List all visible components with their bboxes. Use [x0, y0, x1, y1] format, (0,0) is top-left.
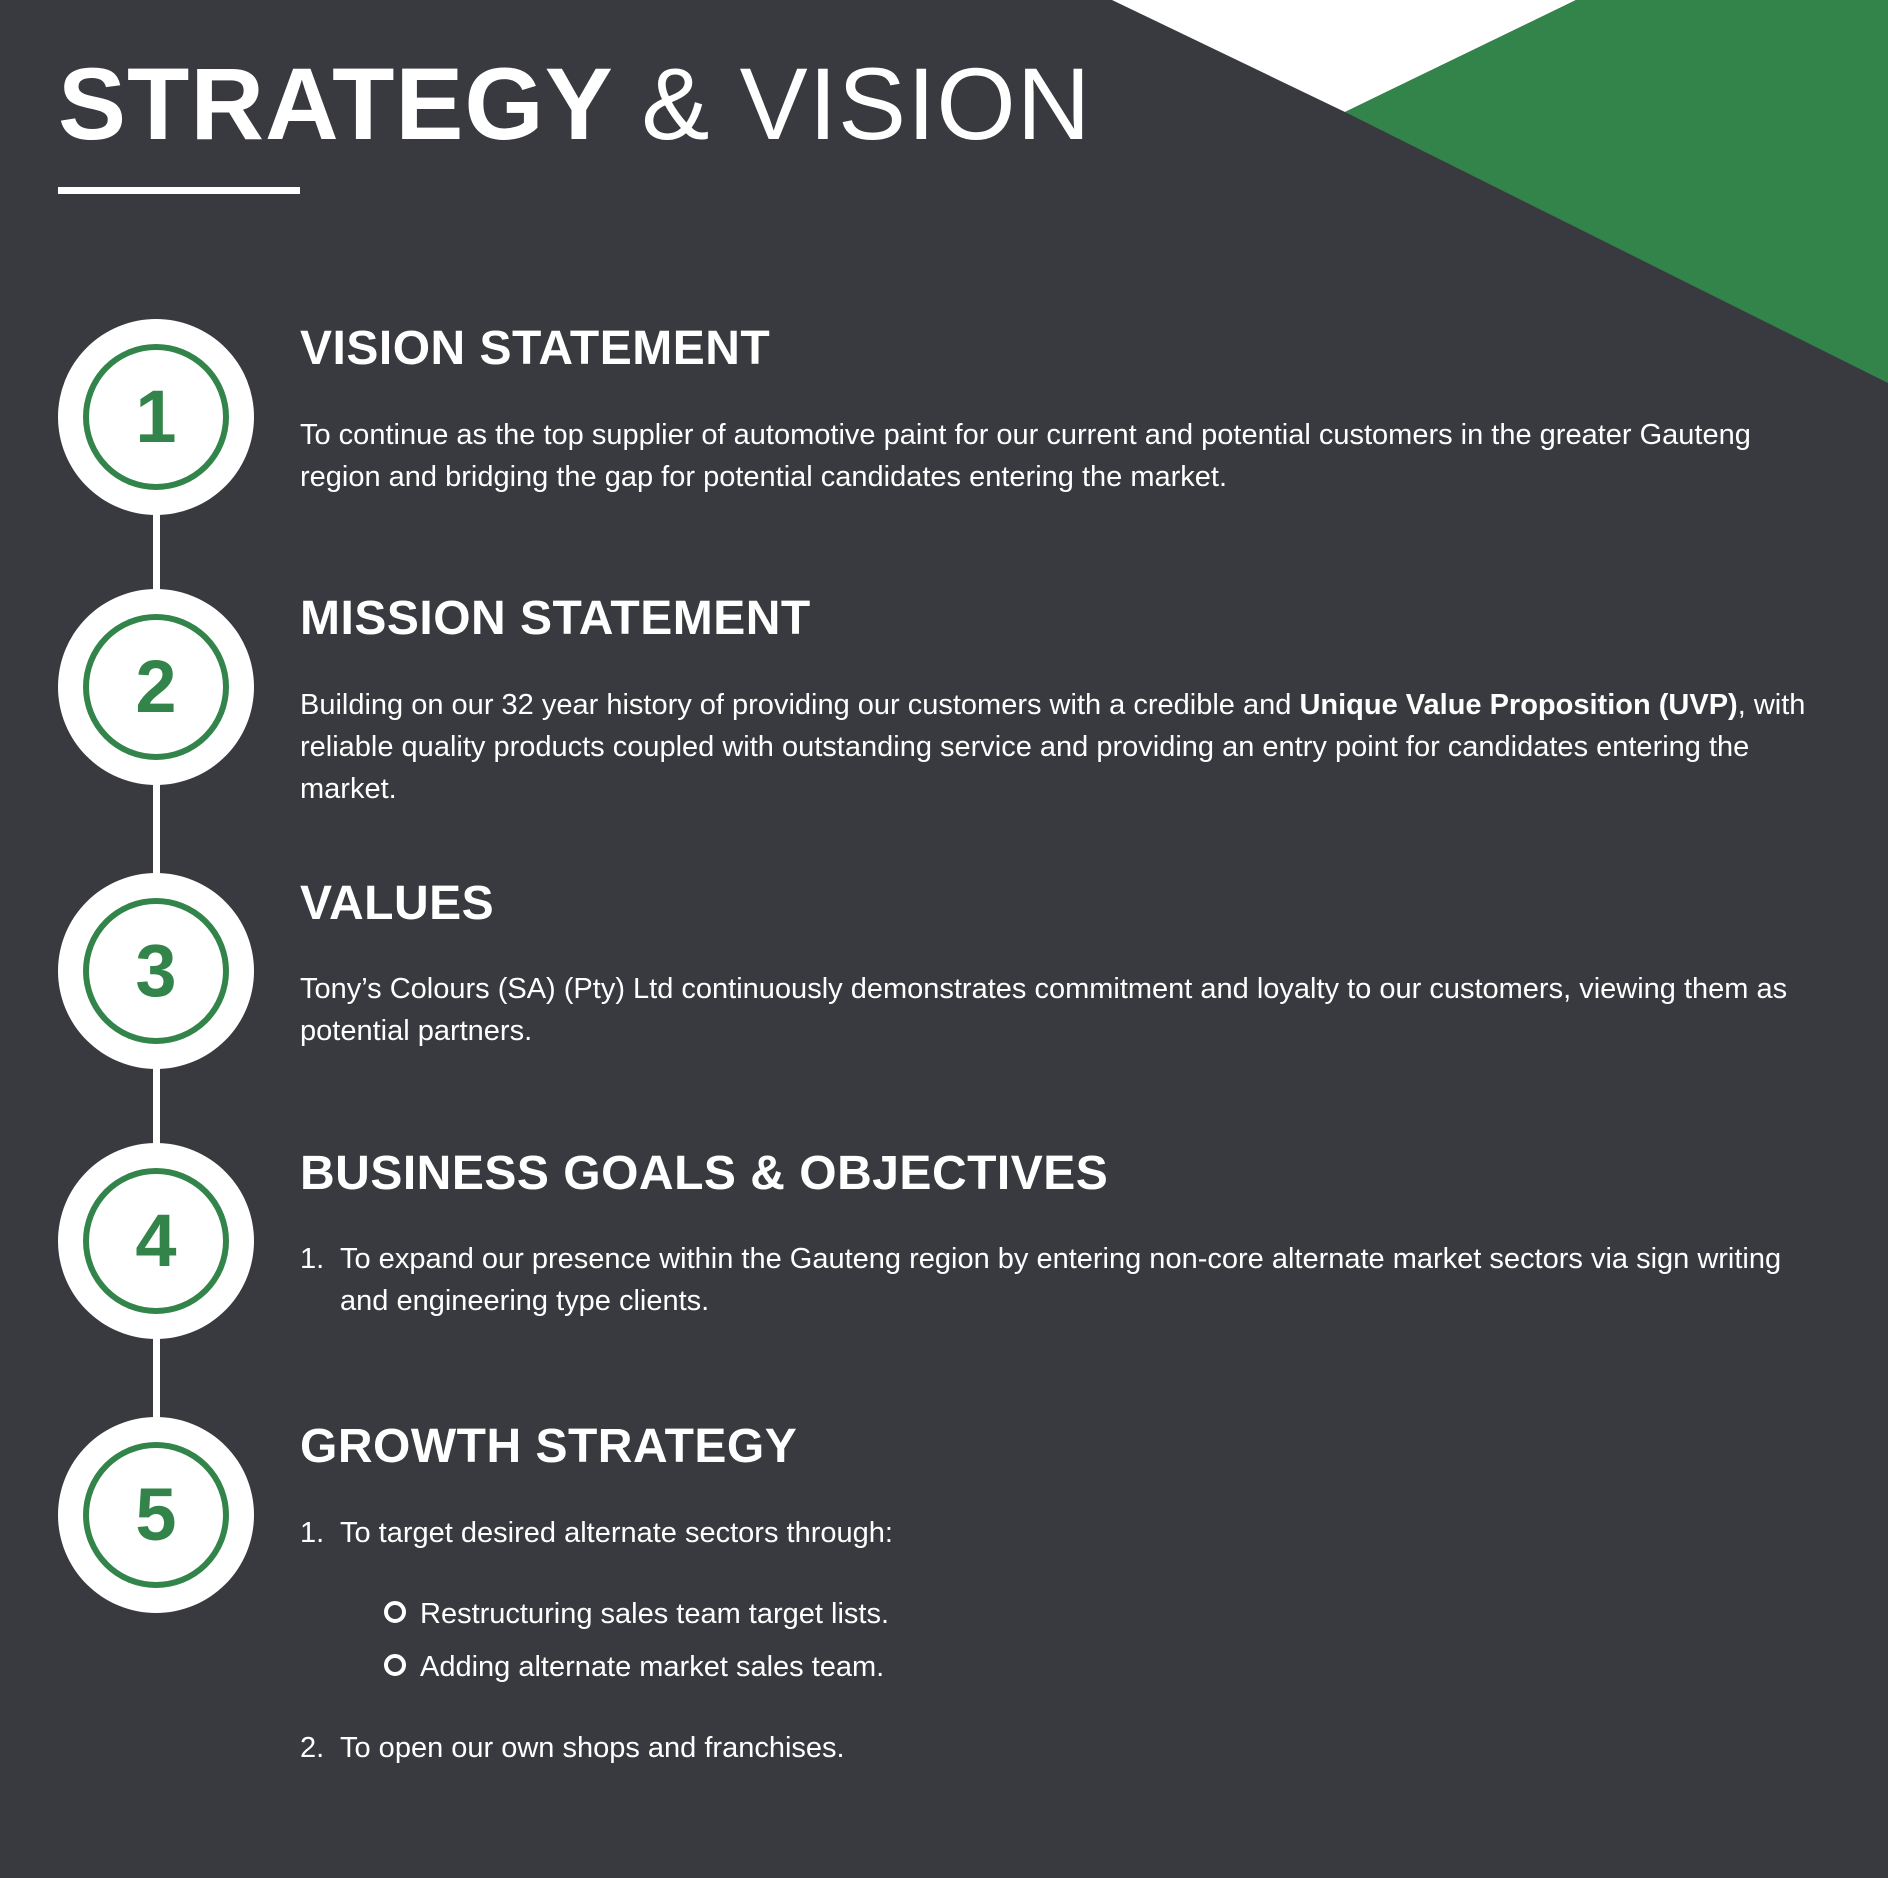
business-goal-text: To expand our presence within the Gauten…	[340, 1243, 1782, 1317]
step-ring: 4	[83, 1168, 229, 1314]
step-number: 1	[135, 375, 177, 458]
growth-strategy-text: To open our own shops and franchises.	[340, 1732, 845, 1764]
step-number: 3	[135, 929, 177, 1012]
vision-statement-text: To continue as the top supplier of autom…	[300, 419, 1751, 493]
values-text: Tony’s Colours (SA) (Pty) Ltd continuous…	[300, 973, 1788, 1047]
step-5-badge: 5	[58, 1417, 254, 1613]
growth-strategy-heading: GROWTH STRATEGY	[300, 1420, 798, 1473]
step-2-badge: 2	[58, 589, 254, 785]
circle-bullet-icon	[384, 1601, 406, 1624]
step-ring: 2	[83, 614, 229, 760]
mission-text-start: Building on our 32 year history of provi…	[300, 689, 1300, 721]
business-goals-heading: BUSINESS GOALS & OBJECTIVES	[300, 1147, 1109, 1200]
circle-bullet-icon	[384, 1654, 406, 1677]
title-underline	[58, 187, 300, 194]
growth-strategy-item: 1. To target desired alternate sectors th…	[300, 1512, 1820, 1554]
values-heading: VALUES	[300, 877, 495, 930]
mission-statement-heading: MISSION STATEMENT	[300, 592, 811, 645]
growth-strategy-text: To target desired alternate sectors thro…	[340, 1517, 893, 1549]
mission-text-uvp: Unique Value Proposition (UVP)	[1299, 689, 1738, 721]
list-number: 2.	[300, 1732, 325, 1764]
white-triangle-shape	[1112, 0, 1576, 112]
step-number: 2	[135, 645, 177, 728]
growth-strategy-subitem: Restructuring sales team target lists.	[384, 1593, 889, 1635]
step-number: 4	[135, 1199, 177, 1282]
mission-statement-text: Building on our 32 year history of provi…	[300, 684, 1820, 810]
step-ring: 5	[83, 1442, 229, 1588]
page-title-light: & VISION	[641, 47, 1092, 161]
step-ring: 3	[83, 898, 229, 1044]
page-title-bold: STRATEGY	[58, 47, 612, 161]
business-goal-item: 1. To expand our presence within the Gaut…	[300, 1238, 1820, 1322]
mission-text-end: , with reliable quality products coupled…	[300, 689, 1806, 805]
growth-strategy-item: 2. To open our own shops and franchises.	[300, 1727, 1820, 1769]
page-title: STRATEGY & VISION	[58, 48, 1091, 160]
list-number: 1.	[300, 1243, 325, 1275]
step-4-badge: 4	[58, 1143, 254, 1339]
step-3-badge: 3	[58, 873, 254, 1069]
subitem-text: Restructuring sales team target lists.	[420, 1598, 890, 1630]
step-ring: 1	[83, 344, 229, 490]
subitem-text: Adding alternate market sales team.	[420, 1651, 885, 1683]
step-number: 5	[135, 1473, 177, 1556]
list-number: 1.	[300, 1517, 325, 1549]
green-triangle-shape	[1345, 0, 1888, 383]
growth-strategy-subitem: Adding alternate market sales team.	[384, 1646, 884, 1688]
step-1-badge: 1	[58, 319, 254, 515]
vision-statement-heading: VISION STATEMENT	[300, 322, 771, 375]
